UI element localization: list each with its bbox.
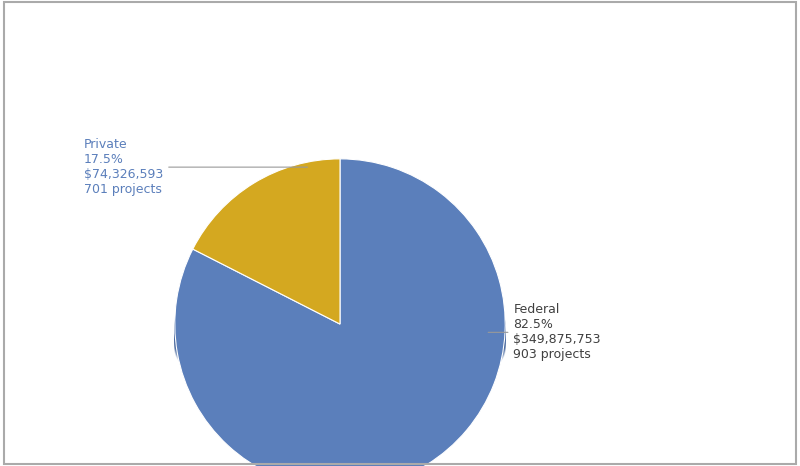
Ellipse shape: [174, 283, 506, 399]
Ellipse shape: [174, 281, 506, 397]
Ellipse shape: [174, 278, 506, 394]
Text: Private
17.5%
$74,326,593
701 projects: Private 17.5% $74,326,593 701 projects: [84, 138, 307, 196]
Ellipse shape: [174, 285, 506, 400]
Ellipse shape: [174, 290, 506, 406]
Ellipse shape: [174, 282, 506, 398]
Text: Federal
82.5%
$349,875,753
903 projects: Federal 82.5% $349,875,753 903 projects: [488, 303, 601, 361]
Ellipse shape: [174, 275, 506, 391]
Ellipse shape: [174, 288, 506, 403]
Text: 2019: 2019: [373, 16, 427, 34]
Ellipse shape: [174, 269, 506, 384]
Text: Total Funding: $424,202,347: Total Funding: $424,202,347: [288, 80, 512, 94]
Ellipse shape: [174, 289, 506, 404]
Text: Federal vs. Private Funding for Autism Research: Federal vs. Private Funding for Autism R…: [174, 47, 626, 65]
Ellipse shape: [174, 270, 506, 386]
Ellipse shape: [174, 267, 506, 383]
Ellipse shape: [174, 272, 506, 387]
Ellipse shape: [174, 280, 506, 395]
Ellipse shape: [174, 274, 506, 390]
Ellipse shape: [174, 277, 506, 392]
Ellipse shape: [174, 286, 506, 402]
Wedge shape: [174, 159, 506, 466]
Text: Number of Projects: 1,604: Number of Projects: 1,604: [297, 109, 503, 123]
Ellipse shape: [174, 273, 506, 389]
Wedge shape: [193, 159, 340, 324]
